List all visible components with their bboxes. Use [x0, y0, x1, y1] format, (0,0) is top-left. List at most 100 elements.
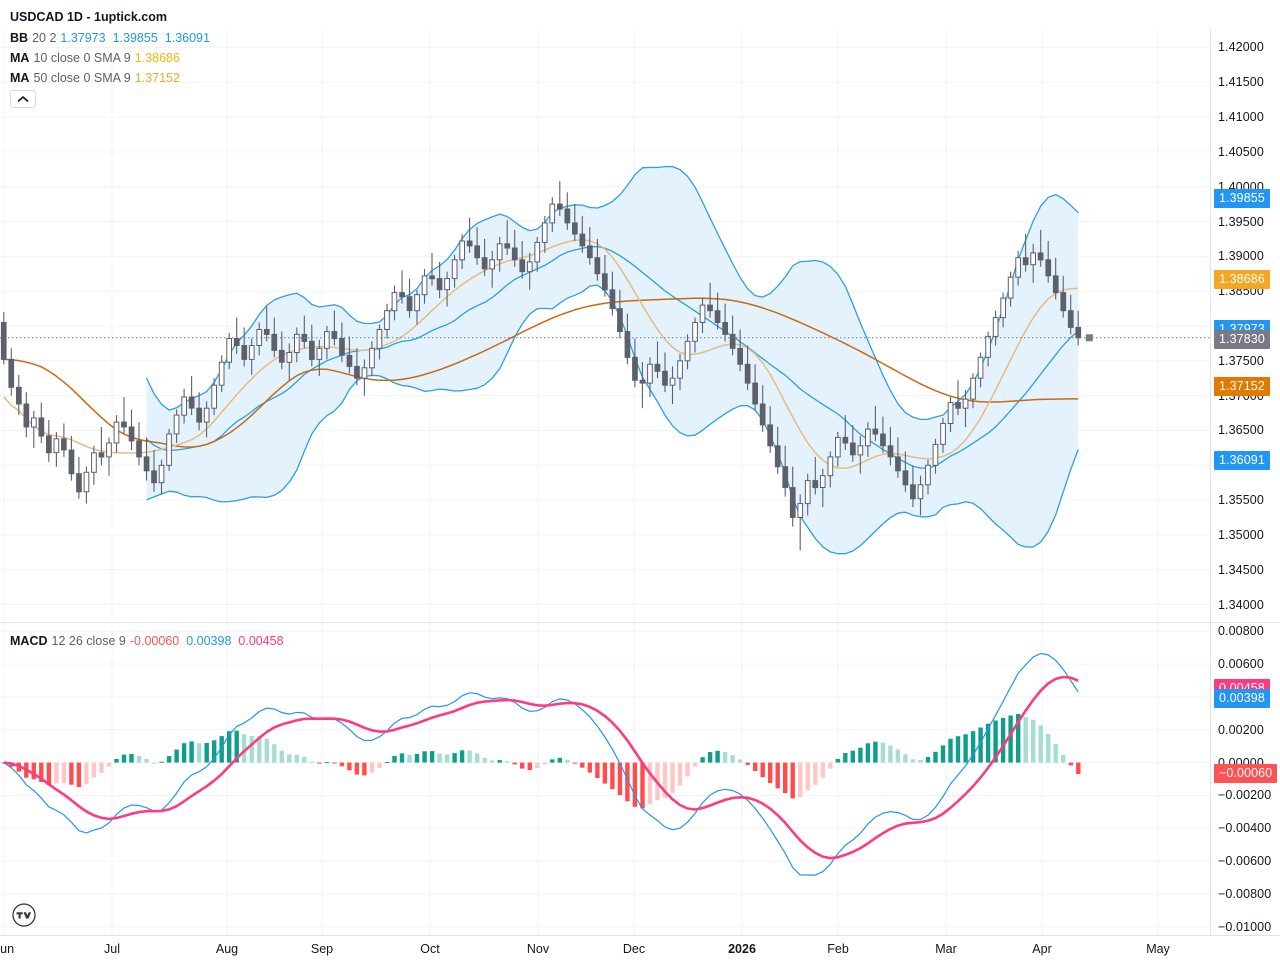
candle-body [759, 403, 766, 426]
candle-body [346, 354, 353, 367]
ma50-indicator-name: MA [10, 71, 30, 85]
macd-histogram-bar [1053, 744, 1058, 763]
time-axis-tick: Sep [310, 942, 334, 956]
ma10-indicator-params: 10 close 0 SMA 9 [33, 51, 131, 65]
bb-value-lower: 1.36091 [164, 31, 210, 45]
macd-histogram-bar [888, 745, 893, 763]
macd-histogram-bar [565, 759, 570, 763]
macd-histogram-bar [918, 760, 923, 763]
candle-body [196, 407, 203, 423]
candle-body [729, 333, 736, 349]
bollinger-basis-line [146, 245, 1079, 469]
candle-body [113, 421, 120, 444]
macd-histogram-bar [707, 752, 713, 763]
macd-histogram-bar [332, 762, 337, 764]
candle-body [361, 367, 368, 379]
price-axis-value-badge[interactable]: 1.39855 [1214, 188, 1270, 208]
candle-body [985, 335, 991, 358]
candle-body [955, 402, 961, 409]
candle-body [534, 241, 541, 263]
candle-body [406, 296, 413, 312]
macd-axis-tick: 0.00800 [1218, 624, 1264, 639]
tradingview-logo[interactable] [12, 903, 36, 927]
legend-row-ma10[interactable]: MA 10 close 0 SMA 9 1.38686 [10, 48, 217, 68]
candle-body [812, 480, 819, 489]
candle-body [639, 379, 646, 384]
candle-body [481, 257, 488, 270]
legend-row-macd[interactable]: MACD 12 26 close 9 -0.00060 0.00398 0.00… [10, 631, 291, 651]
macd-histogram-bar [745, 762, 750, 765]
macd-axis-value-badge[interactable]: −0.00060 [1214, 764, 1278, 784]
macd-histogram-bar [753, 762, 758, 771]
macd-histogram-bar [219, 736, 224, 763]
price-axis-value-badge[interactable]: 1.37830 [1214, 329, 1270, 349]
macd-histogram-bar [459, 750, 465, 763]
macd-histogram-bar [174, 749, 179, 763]
time-axis-tick: Jun [0, 942, 15, 956]
macd-axis[interactable]: 0.008000.006000.004000.002000.00000−0.00… [1210, 623, 1280, 935]
candle-body [992, 317, 999, 337]
time-axis[interactable]: Jun Jul Aug Sep Oct Nov Dec 2026 Feb Mar Apr May [0, 935, 1280, 960]
price-axis-tick: 1.37500 [1218, 353, 1264, 368]
candle-body [166, 433, 172, 466]
candle-body [797, 503, 804, 519]
candle-body [872, 428, 879, 435]
price-chart-pane[interactable] [0, 30, 1210, 622]
macd-histogram-bar [475, 753, 480, 763]
macd-histogram-bar [580, 762, 585, 768]
macd-axis-value-badge[interactable]: 0.00398 [1214, 689, 1270, 709]
candle-body [519, 259, 526, 273]
candle-body [324, 331, 330, 349]
macd-chart-canvas [0, 623, 1210, 935]
macd-histogram-bar [978, 727, 983, 763]
macd-histogram-bar [362, 762, 367, 776]
price-axis-value-badge[interactable]: 1.36091 [1214, 450, 1270, 470]
candle-body [136, 440, 142, 458]
candle-body [421, 275, 428, 296]
candle-body [564, 208, 571, 224]
macd-histogram-bar [414, 753, 420, 763]
macd-histogram-bar [347, 762, 352, 771]
macd-histogram-bar [31, 762, 36, 780]
candle-body [1075, 326, 1082, 339]
price-axis-tick: 1.40500 [1218, 144, 1264, 159]
legend-row-bb[interactable]: BB 20 2 1.37973 1.39855 1.36091 [10, 28, 217, 48]
candle-body [474, 245, 480, 259]
candle-body [541, 222, 548, 243]
macd-histogram-bar [99, 762, 104, 773]
ma10-indicator-name: MA [10, 51, 30, 65]
legend-collapse-button[interactable] [10, 90, 36, 108]
candle-body [128, 426, 135, 442]
price-axis-value-badge[interactable]: 1.38686 [1214, 270, 1270, 290]
candle-body [444, 278, 450, 291]
macd-histogram-bar [940, 745, 946, 763]
macd-histogram-bar [317, 762, 322, 764]
macd-indicator-params: 12 26 close 9 [51, 634, 126, 648]
macd-histogram-bar [820, 762, 825, 778]
candle-body [466, 240, 473, 247]
candle-body [331, 331, 338, 340]
ma50-indicator-params: 50 close 0 SMA 9 [33, 71, 131, 85]
legend-row-ma50[interactable]: MA 50 close 0 SMA 9 1.37152 [10, 68, 217, 88]
candle-body [91, 452, 97, 473]
macd-value-signal: 0.00458 [238, 634, 284, 648]
macd-histogram-bar [880, 742, 886, 763]
macd-histogram-bar [272, 744, 277, 763]
candle-body [842, 436, 849, 444]
candle-body [46, 435, 52, 454]
macd-axis-tick: −0.00800 [1218, 886, 1272, 901]
candle-body [376, 329, 383, 349]
candle-body [925, 464, 931, 486]
time-axis-tick: Aug [215, 942, 239, 956]
candle-body [594, 257, 601, 275]
macd-histogram-bar [392, 755, 397, 763]
candle-body [1067, 310, 1074, 328]
macd-histogram-bar [715, 750, 720, 763]
candle-body [609, 289, 616, 310]
price-axis[interactable]: 1.42000 1.41500 1.41000 1.40500 1.40000 1.395… [1210, 30, 1280, 622]
price-axis-value-badge[interactable]: 1.37152 [1214, 377, 1270, 397]
ma10-value: 1.38686 [134, 51, 180, 65]
time-axis-tick: Apr [1032, 942, 1052, 956]
macd-chart-pane[interactable] [0, 623, 1210, 935]
macd-histogram-bar [662, 762, 668, 798]
